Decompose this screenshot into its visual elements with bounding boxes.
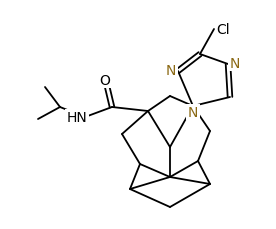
Text: N: N <box>166 64 176 78</box>
Text: Cl: Cl <box>216 23 230 37</box>
Text: HN: HN <box>67 111 87 124</box>
Text: N: N <box>230 57 240 71</box>
Text: N: N <box>188 106 198 120</box>
Text: O: O <box>100 74 110 88</box>
